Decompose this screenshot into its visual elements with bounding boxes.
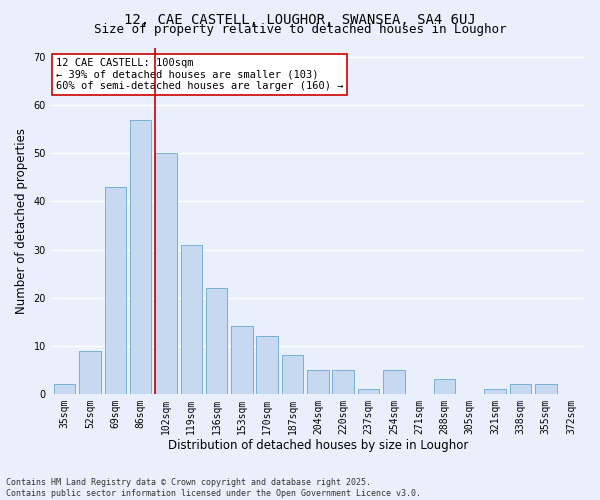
Text: Size of property relative to detached houses in Loughor: Size of property relative to detached ho… (94, 22, 506, 36)
Bar (54, 384, 76, 394)
Text: 12 CAE CASTELL: 100sqm
← 39% of detached houses are smaller (103)
60% of semi-de: 12 CAE CASTELL: 100sqm ← 39% of detached… (56, 58, 344, 91)
Bar (307, 370, 329, 394)
Bar (282, 356, 304, 394)
Text: 12, CAE CASTELL, LOUGHOR, SWANSEA, SA4 6UJ: 12, CAE CASTELL, LOUGHOR, SWANSEA, SA4 6… (124, 12, 476, 26)
Bar (130, 120, 151, 394)
Bar (332, 370, 354, 394)
Bar (358, 389, 379, 394)
Bar (535, 384, 557, 394)
Text: Contains HM Land Registry data © Crown copyright and database right 2025.
Contai: Contains HM Land Registry data © Crown c… (6, 478, 421, 498)
Bar (434, 380, 455, 394)
Bar (383, 370, 404, 394)
Bar (79, 350, 101, 394)
Bar (231, 326, 253, 394)
Bar (155, 154, 177, 394)
Bar (484, 389, 506, 394)
Bar (206, 288, 227, 394)
X-axis label: Distribution of detached houses by size in Loughor: Distribution of detached houses by size … (168, 440, 468, 452)
Bar (256, 336, 278, 394)
Bar (181, 244, 202, 394)
Bar (509, 384, 531, 394)
Y-axis label: Number of detached properties: Number of detached properties (15, 128, 28, 314)
Bar (104, 187, 126, 394)
